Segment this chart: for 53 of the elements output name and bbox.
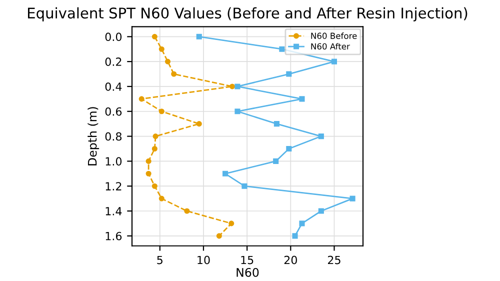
point [299,220,305,226]
point [234,108,240,114]
y-tick-label: 0.2 [105,58,122,66]
point [286,146,292,152]
point [273,158,279,164]
y-tick-label: 0.6 [105,107,122,116]
x-axis-title: N60 [236,268,259,277]
y-tick-label: 0.4 [105,82,122,91]
point [228,220,234,226]
y-tick-label: 1.2 [106,182,122,190]
point [152,183,158,189]
point [196,34,202,40]
point [152,134,158,140]
point [350,196,356,202]
y-tick-label: 0.8 [105,132,122,141]
point [242,183,248,189]
point [152,34,158,40]
point [158,108,164,114]
point [216,233,222,239]
y-tick-label: 1.0 [106,157,122,166]
point [171,71,177,77]
point [222,170,228,176]
point [146,158,152,164]
y-tick-label: 0.0 [105,32,122,42]
chart-title: Equivalent SPT N60 Values (Before and After Resin Injection) [28,7,468,22]
point [146,170,152,176]
x-tick-label: 20 [284,256,297,264]
point [279,46,285,52]
point [331,58,338,64]
point [234,84,240,90]
x-tick-label: 15 [241,256,254,264]
point [229,84,236,90]
point [318,134,324,140]
point [274,121,280,127]
legend-label: N60 After [311,43,350,50]
y-tick-label: 1.6 [106,232,122,240]
point [164,58,171,64]
point [292,233,298,239]
y-axis-title: Depth (m) [88,107,100,166]
legend-label: N60 Before [311,32,357,39]
point [158,196,164,202]
point [299,96,305,102]
point [286,71,292,77]
point [184,208,190,214]
point [152,146,158,152]
y-tick-label: 1.4 [106,207,122,216]
point [318,208,324,214]
x-tick-label: 25 [328,256,340,264]
x-tick-label: 5 [157,256,162,264]
point [138,96,144,102]
point [158,46,164,52]
point [196,121,202,127]
x-tick-label: 10 [198,256,210,264]
